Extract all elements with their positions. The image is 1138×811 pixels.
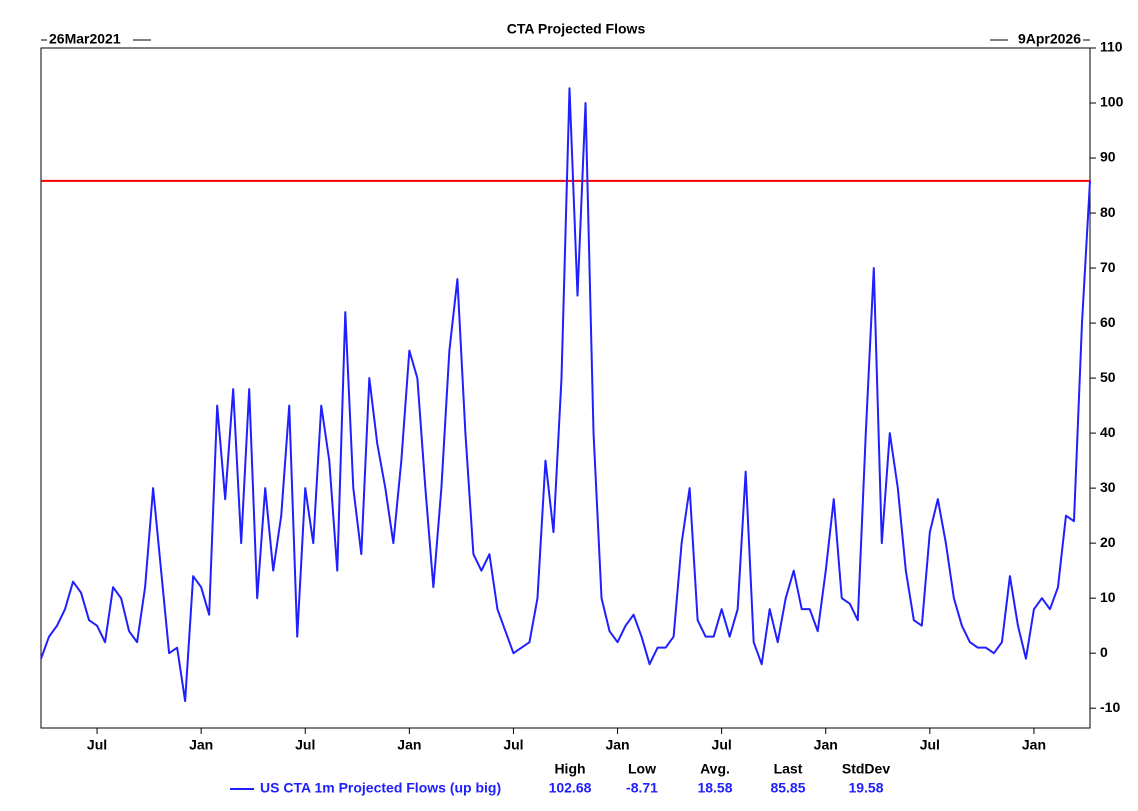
y-tick-label: 20 <box>1100 534 1116 550</box>
x-tick-label: Jan <box>189 737 213 753</box>
y-tick-label: 30 <box>1100 479 1116 495</box>
x-tick-label: Jul <box>920 737 940 753</box>
y-tick-label: 70 <box>1100 259 1116 275</box>
stat-value: 18.58 <box>697 780 732 796</box>
x-tick-label: Jul <box>295 737 315 753</box>
y-tick-label: 50 <box>1100 369 1116 385</box>
stat-value: -8.71 <box>626 780 658 796</box>
y-tick-label: 0 <box>1100 644 1108 660</box>
stat-header: Last <box>774 761 803 777</box>
y-tick-label: -10 <box>1100 699 1120 715</box>
stat-value: 85.85 <box>770 780 805 796</box>
y-tick-label: 40 <box>1100 424 1116 440</box>
y-tick-label: 110 <box>1100 39 1123 55</box>
stat-header: Avg. <box>700 761 730 777</box>
y-tick-label: 10 <box>1100 589 1116 605</box>
y-tick-label: 90 <box>1100 149 1116 165</box>
x-tick-label: Jan <box>605 737 629 753</box>
stat-header: Low <box>628 761 656 777</box>
series-line <box>40 87 1091 703</box>
x-tick-label: Jan <box>1022 737 1046 753</box>
x-tick-label: Jul <box>503 737 523 753</box>
stat-header: StdDev <box>842 761 890 777</box>
y-tick-label: 60 <box>1100 314 1116 330</box>
chart-title: CTA Projected Flows <box>507 21 646 37</box>
stat-value: 102.68 <box>549 780 592 796</box>
x-tick-label: Jul <box>87 737 107 753</box>
start-label: 26Mar2021 <box>49 31 121 47</box>
stat-value: 19.58 <box>848 780 883 796</box>
x-tick-label: Jan <box>397 737 421 753</box>
end-label: 9Apr2026 <box>1018 31 1081 47</box>
legend-label: US CTA 1m Projected Flows (up big) <box>260 780 501 796</box>
plot-frame <box>40 47 1091 729</box>
y-tick-label: 100 <box>1100 94 1124 110</box>
y-tick-label: 80 <box>1100 204 1116 220</box>
stat-header: High <box>554 761 585 777</box>
x-tick-label: Jul <box>712 737 732 753</box>
x-tick-label: Jan <box>814 737 838 753</box>
